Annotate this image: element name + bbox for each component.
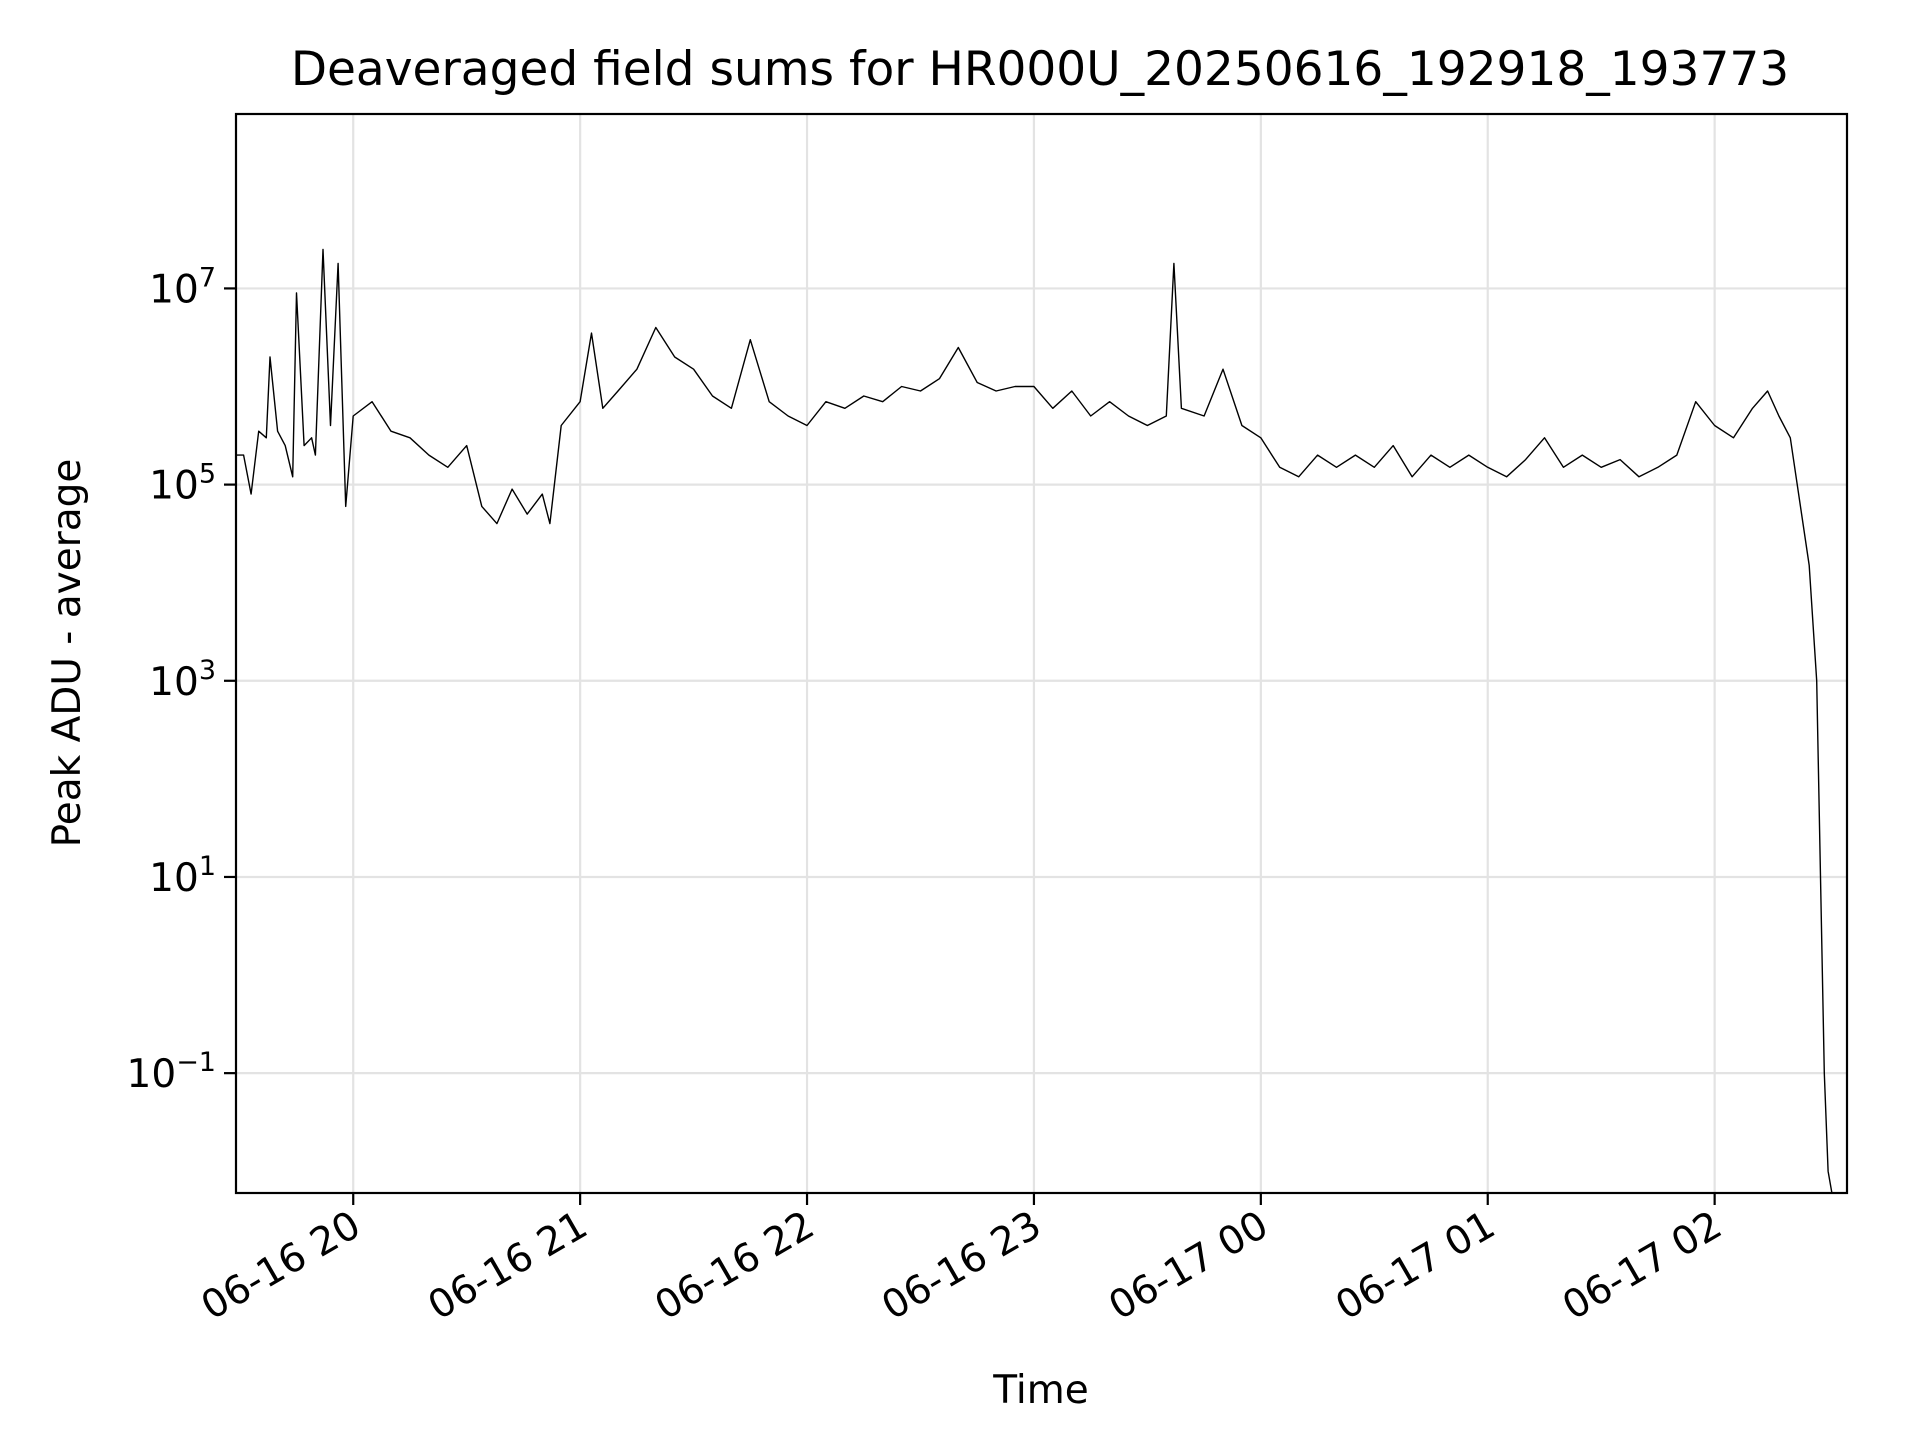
x-tick-label: 06-16 23	[875, 1203, 1049, 1330]
grid	[236, 114, 1847, 1193]
y-tick-label: 10−1	[127, 1047, 216, 1097]
x-tick-label: 06-17 02	[1555, 1203, 1729, 1330]
y-axis-label: Peak ADU - average	[45, 459, 90, 848]
x-axis: 06-16 20 06-16 21 06-16 22 06-16 23 06-17 00…	[194, 1193, 1730, 1329]
y-tick-label: 103	[149, 655, 216, 705]
x-axis-label: Time	[992, 1368, 1088, 1413]
x-tick-label: 06-17 00	[1101, 1203, 1275, 1330]
x-tick-label: 06-16 21	[421, 1203, 595, 1330]
y-tick-label: 105	[149, 459, 216, 509]
plot-frame	[234, 112, 1849, 1195]
y-tick-label: 107	[149, 262, 216, 312]
x-tick-label: 06-16 20	[194, 1203, 368, 1330]
x-tick-label: 06-16 22	[648, 1203, 822, 1330]
chart-title: Deaveraged field sums for HR000U_2025061…	[291, 42, 1789, 97]
y-axis: 10−1 101 103 105 107	[127, 262, 236, 1097]
x-tick-label: 06-17 01	[1328, 1203, 1502, 1330]
series-line-peak-adu	[236, 248, 1836, 1194]
y-tick-label: 101	[149, 851, 216, 901]
